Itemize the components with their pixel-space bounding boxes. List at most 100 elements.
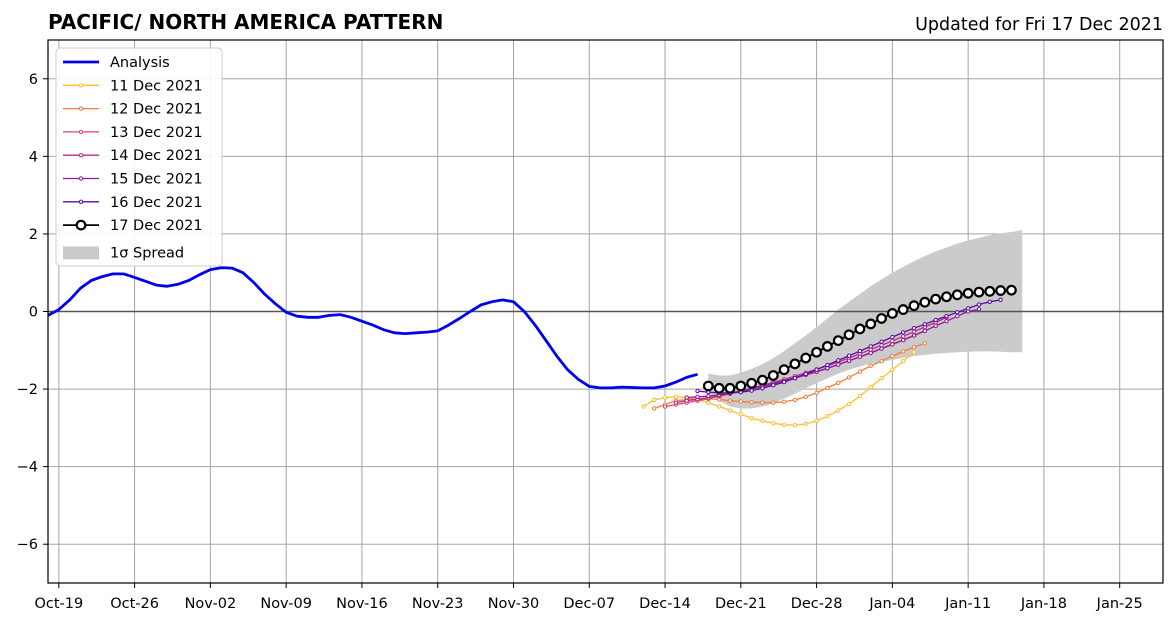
forecast-point [900, 334, 906, 339]
chart-title: PACIFIC/ NORTH AMERICA PATTERN [48, 10, 443, 34]
forecast-point [652, 406, 657, 411]
legend: Analysis 11 Dec 2021 12 Dec 2021 13 Dec 202… [55, 47, 223, 267]
forecast-point [781, 399, 787, 405]
forecast-point [879, 339, 884, 344]
forecast-point [792, 422, 798, 428]
legend-label: 14 Dec 2021 [110, 148, 203, 164]
forecast-point [673, 394, 679, 400]
x-tick-label: Nov-30 [488, 596, 540, 612]
forecast-point [973, 286, 985, 298]
forecast-point [771, 421, 776, 426]
legend-marker [78, 129, 84, 135]
legend-entry: 14 Dec 2021 [63, 148, 203, 164]
forecast-point [911, 329, 917, 334]
legend-entry: 12 Dec 2021 [63, 102, 203, 118]
forecast-point [760, 400, 765, 405]
forecast-point [641, 404, 646, 409]
forecast-point [684, 395, 689, 400]
legend-marker [78, 106, 84, 111]
forecast-point [857, 393, 863, 399]
forecast-point [944, 318, 949, 324]
forecast-point [868, 344, 873, 349]
legend-marker [78, 199, 84, 205]
forecast-point [1006, 284, 1017, 296]
legend-label: 1σ Spread [110, 245, 184, 261]
forecast-point [900, 338, 906, 343]
forecast-point [854, 323, 866, 335]
forecast-point [836, 380, 841, 386]
forecast-point [695, 394, 700, 400]
x-tick-label: Dec-14 [639, 596, 691, 612]
forecast-point [890, 367, 895, 372]
y-tick-label: 6 [29, 72, 38, 88]
forecast-point [706, 400, 711, 405]
forecast-point [876, 313, 887, 324]
forecast-point [792, 376, 798, 381]
x-tick-label: Jan-18 [1020, 596, 1067, 612]
forecast-point [652, 397, 657, 403]
forecast-point [738, 412, 744, 417]
forecast-point [879, 346, 884, 351]
analysis-line [47, 266, 698, 390]
x-tick-label: Nov-02 [185, 596, 237, 612]
forecast-point [890, 353, 895, 359]
y-tick-label: 2 [29, 227, 38, 243]
forecast-point [955, 313, 960, 319]
legend-label: 12 Dec 2021 [110, 102, 203, 118]
legend-label: Analysis [110, 55, 170, 71]
forecast-point [900, 358, 906, 364]
forecast-point [857, 348, 863, 354]
forecast-point [771, 400, 776, 405]
forecast-point [911, 344, 917, 350]
forecast-point [911, 333, 917, 338]
legend-label: 15 Dec 2021 [110, 172, 203, 188]
legend-marker [78, 176, 84, 181]
forecast-series [702, 284, 1017, 394]
forecast-point [922, 328, 928, 334]
forecast-point [857, 369, 863, 374]
forecast-point [792, 397, 798, 403]
forecast-point [673, 400, 679, 405]
legend-swatch [63, 246, 99, 260]
forecast-point [984, 285, 996, 297]
x-tick-label: Jan-04 [868, 596, 915, 612]
forecast-point [825, 385, 830, 391]
y-tick-label: 4 [29, 149, 38, 165]
forecast-point [814, 418, 819, 424]
forecast-point [944, 313, 949, 319]
legend-entry: Analysis [63, 55, 170, 71]
forecast-point [757, 374, 768, 386]
forecast-point [846, 401, 852, 407]
forecast-point [998, 297, 1003, 303]
legend-label: 11 Dec 2021 [110, 78, 203, 94]
forecast-point [879, 358, 884, 364]
forecast-point [868, 384, 873, 390]
x-tick-label: Nov-09 [260, 596, 312, 612]
legend-marker [78, 83, 84, 88]
forecast-point [911, 325, 917, 331]
forecast-point [836, 408, 841, 413]
forecast-point [749, 400, 754, 405]
x-tick-label: Jan-25 [1096, 596, 1143, 612]
forecast-point [814, 390, 819, 396]
forecast-point [846, 358, 852, 363]
forecast-point [822, 341, 833, 352]
forecast-point [702, 380, 714, 392]
x-tick-label: Jan-11 [944, 596, 991, 612]
forecast-point [771, 382, 776, 388]
forecast-point [836, 358, 841, 363]
forecast-point [803, 371, 808, 377]
forecast-point [716, 404, 722, 409]
spread-area [708, 230, 1023, 409]
legend-entry: 16 Dec 2021 [63, 195, 203, 211]
forecast-point [781, 379, 787, 385]
legend-entry: 13 Dec 2021 [63, 125, 203, 141]
forecast-point [662, 395, 668, 400]
legend-entry: 17 Dec 2021 [63, 218, 203, 234]
x-tick-label: Nov-16 [336, 596, 388, 612]
forecast-point [933, 317, 938, 323]
forecast-point [900, 349, 906, 354]
forecast-point [662, 404, 668, 409]
forecast-point [900, 330, 906, 335]
forecast-point [727, 408, 733, 413]
